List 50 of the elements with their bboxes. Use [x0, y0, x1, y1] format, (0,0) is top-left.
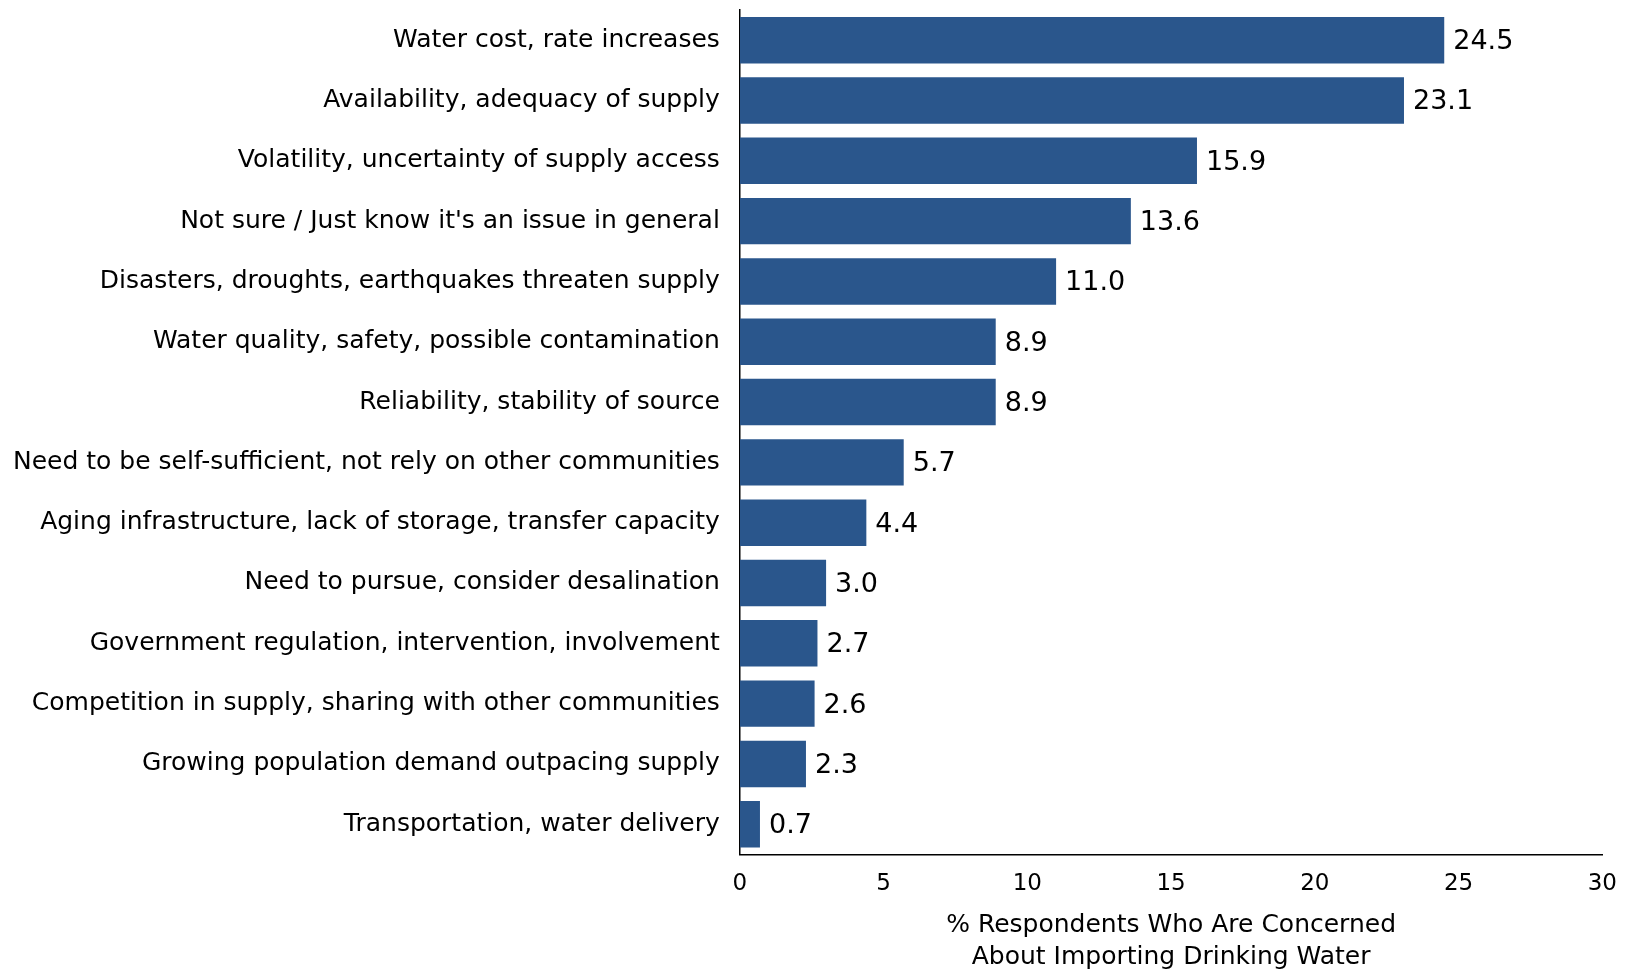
y-tick-label: Availability, adequacy of supply: [323, 83, 721, 113]
data-label: 15.9: [1205, 144, 1267, 176]
data-label: 4.4: [875, 506, 919, 538]
x-tick-label: 0: [732, 869, 748, 896]
bar: [739, 680, 815, 727]
x-tick-label: 15: [1156, 869, 1186, 896]
data-label: 24.5: [1453, 24, 1514, 56]
data-label: 8.9: [1004, 386, 1048, 418]
data-label: 2.7: [826, 627, 870, 659]
bar: [739, 439, 904, 486]
bar: [739, 77, 1404, 124]
y-tick-label: Water quality, safety, possible contamination: [152, 325, 720, 355]
bar: [739, 559, 827, 607]
y-tick-label: Volatility, uncertainty of supply access: [237, 144, 720, 174]
data-label: 2.6: [823, 687, 867, 719]
x-tick-label: 5: [876, 869, 891, 896]
data-label: 3.0: [835, 567, 879, 598]
y-tick-label: Water cost, rate increases: [393, 23, 720, 53]
bar: [739, 258, 1057, 305]
data-label: 13.6: [1139, 205, 1200, 237]
y-tick-label: Need to be self-sufficient, not rely on other communities: [12, 445, 720, 475]
data-label: 2.3: [814, 747, 858, 779]
x-tick-label: 20: [1300, 869, 1330, 896]
y-tick-label: Transportation, water delivery: [342, 807, 721, 837]
bar: [739, 378, 996, 426]
bar: [739, 197, 1131, 245]
bar: [739, 740, 806, 788]
bar: [739, 318, 996, 365]
y-tick-label: Government regulation, intervention, involvement: [89, 626, 721, 656]
data-label: 11.0: [1065, 265, 1126, 297]
x-tick-label: 10: [1012, 869, 1042, 896]
bar: [739, 137, 1197, 185]
y-tick-label: Disasters, droughts, earthquakes threaten supply: [99, 264, 721, 294]
y-tick-label: Aging infrastructure, lack of storage, transfer capacity: [40, 506, 721, 536]
x-axis-title: % Respondents Who Are Concerned About Importing Drinking Water: [946, 908, 1397, 971]
data-label: 5.7: [912, 446, 956, 478]
bar: [739, 16, 1445, 64]
y-tick-label: Growing population demand outpacing supply: [141, 747, 721, 777]
x-tick-label: 30: [1587, 869, 1618, 896]
x-tick-label: 25: [1443, 869, 1474, 896]
bar: [739, 499, 867, 546]
data-label: 23.1: [1412, 84, 1474, 116]
y-tick-label: Competition in supply, sharing with other communities: [31, 687, 720, 717]
data-label: 8.9: [1004, 325, 1048, 357]
bar: [739, 801, 760, 848]
bar: [739, 620, 818, 667]
data-label: 0.7: [768, 808, 812, 840]
y-tick-label: Reliability, stability of source: [359, 385, 720, 415]
y-tick-label: Not sure / Just know it's an issue in general: [180, 204, 720, 234]
y-tick-label: Need to pursue, consider desalination: [244, 566, 720, 596]
